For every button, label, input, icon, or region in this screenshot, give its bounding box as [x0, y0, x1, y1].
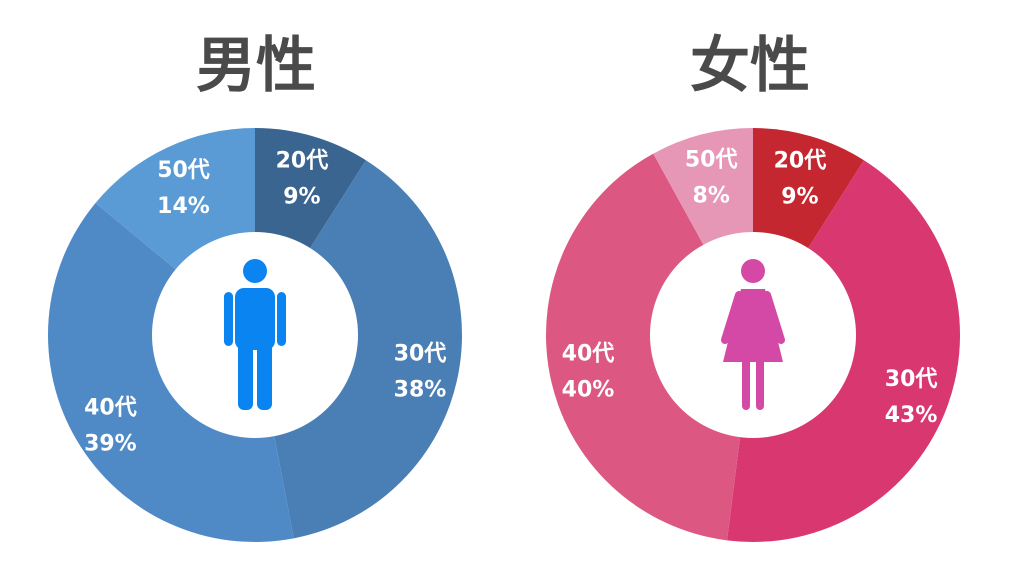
slice-value-label: 43% — [885, 403, 938, 428]
male-person-icon — [224, 259, 286, 410]
slice-value-label: 14% — [157, 194, 210, 219]
slice-category-label: 30代 — [885, 367, 938, 392]
slice-value-label: 9% — [781, 185, 818, 210]
slice-category-label: 50代 — [157, 158, 210, 183]
slice-category-label: 30代 — [394, 342, 447, 367]
chart-title-female: 女性 — [690, 31, 810, 101]
slice-category-label: 40代 — [562, 342, 615, 367]
slice-value-label: 39% — [84, 432, 137, 457]
chart-title-male: 男性 — [196, 31, 316, 101]
slice-value-label: 9% — [283, 185, 320, 210]
slice-value-label: 40% — [562, 378, 615, 403]
slice-category-label: 40代 — [84, 396, 137, 421]
slice-value-label: 8% — [693, 183, 730, 208]
slice-value-label: 38% — [394, 378, 447, 403]
female-person-icon — [721, 259, 785, 410]
slice-category-label: 20代 — [276, 149, 329, 174]
slice-category-label: 20代 — [774, 149, 827, 174]
slice-category-label: 50代 — [685, 147, 738, 172]
